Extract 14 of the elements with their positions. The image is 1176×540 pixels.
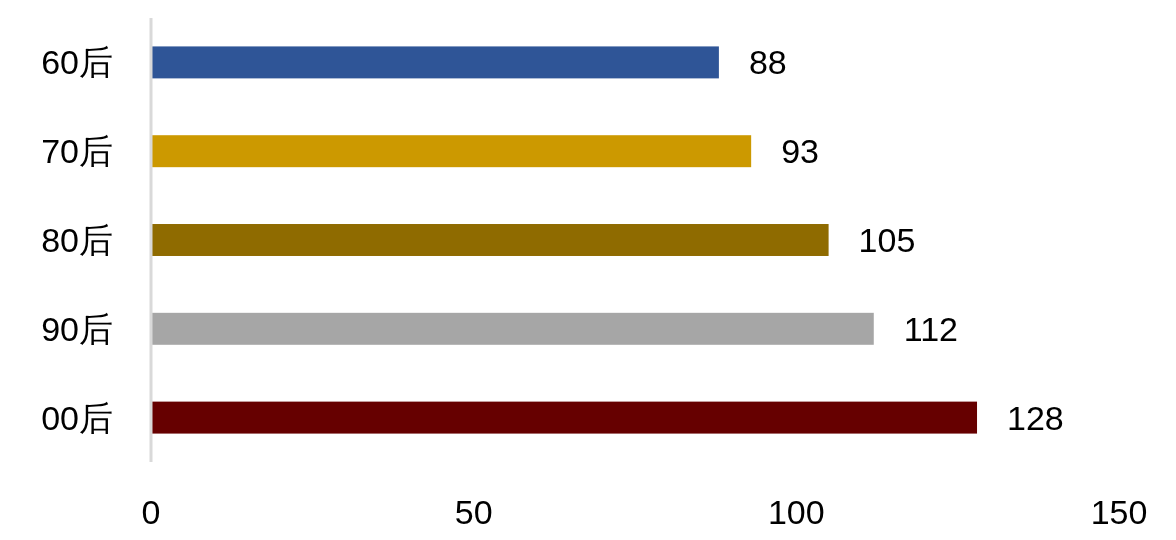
y-tick-label: 60后	[41, 43, 113, 82]
data-label: 112	[903, 309, 958, 348]
data-label: 93	[781, 132, 819, 171]
x-tick-label: 100	[767, 493, 825, 531]
data-label: 128	[1007, 398, 1064, 437]
x-tick-label: 150	[1090, 493, 1148, 531]
y-tick-label: 70后	[41, 132, 113, 171]
data-label: 105	[858, 221, 916, 259]
y-tick-label: 80后	[41, 221, 113, 259]
y-tick-label: 00后	[41, 398, 113, 437]
y-tick-label: 90后	[41, 309, 113, 348]
x-tick-label: 50	[454, 493, 493, 531]
data-label: 88	[748, 43, 787, 82]
x-tick-label: 0	[141, 493, 161, 531]
